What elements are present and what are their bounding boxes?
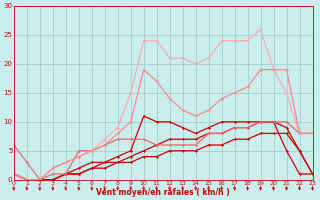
- X-axis label: Vent moyen/en rafales ( km/h ): Vent moyen/en rafales ( km/h ): [96, 188, 230, 197]
